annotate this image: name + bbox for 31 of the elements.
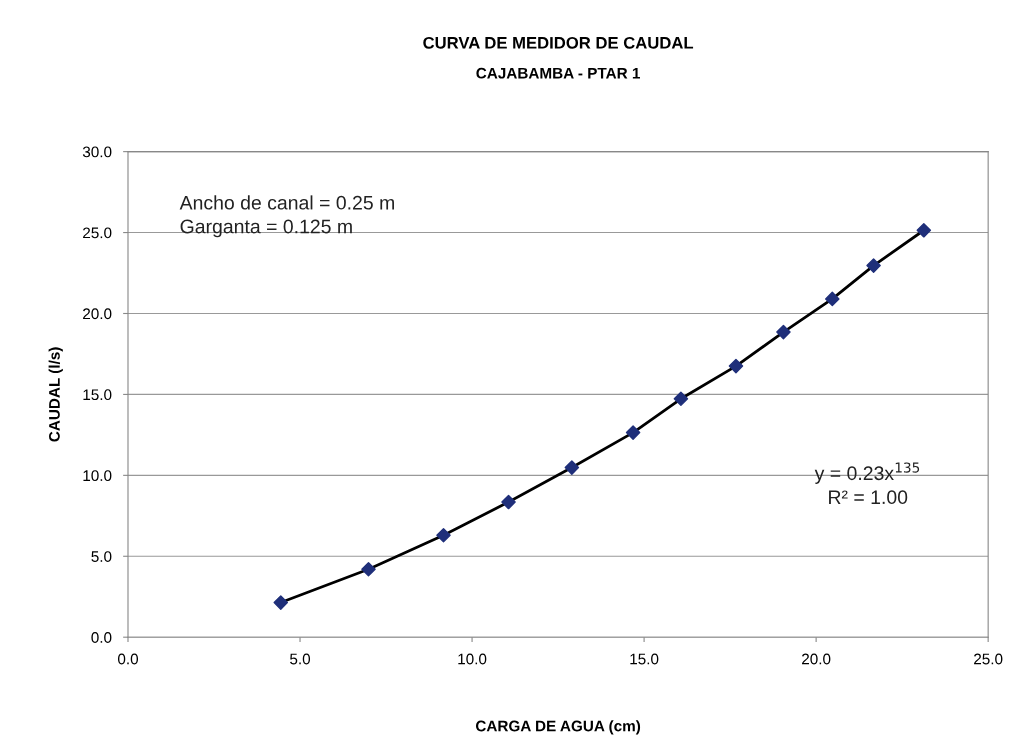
annotation: Ancho de canal = 0.25 m Garganta = 0.125 m xyxy=(179,195,394,238)
x-tick-label: 5.0 xyxy=(290,653,311,665)
y-tick-label: 0.0 xyxy=(91,632,112,643)
y-tick-label: 30.0 xyxy=(82,146,112,158)
point xyxy=(273,595,289,610)
point xyxy=(825,291,840,307)
point xyxy=(625,425,641,440)
chart-subtitle: CAJABAMBA - PTAR 1 xyxy=(476,67,640,79)
point xyxy=(916,223,932,238)
point xyxy=(776,324,791,340)
point xyxy=(564,460,580,475)
y-tick-label: 20.0 xyxy=(83,308,112,320)
chart-title: CURVA DE MEDIDOR DE CAUDAL xyxy=(423,36,694,49)
x-tick-label: 15.0 xyxy=(630,653,659,665)
y-tick-label: 5.0 xyxy=(91,551,112,562)
point xyxy=(436,527,451,543)
y-tick-label: 15.0 xyxy=(83,389,112,401)
point xyxy=(866,258,881,273)
y-tick-label: 10.0 xyxy=(83,470,112,482)
point xyxy=(501,494,516,510)
x-axis-title: CARGA DE AGUA (cm) xyxy=(475,720,641,735)
point xyxy=(673,391,689,407)
y-tick-label: 25.0 xyxy=(83,227,112,239)
point xyxy=(728,358,744,374)
x-tick-label: 0.0 xyxy=(117,653,139,665)
y-axis-title: CAUDAL (l/s) xyxy=(48,347,63,442)
x-tick-label: 20.0 xyxy=(802,653,831,665)
x-tick-label: 25.0 xyxy=(974,653,1003,665)
x-tick-label: 10.0 xyxy=(458,653,487,665)
point xyxy=(361,561,376,577)
text: y = 0.23x$^{135}$ R² = 1.00 xyxy=(814,462,920,505)
